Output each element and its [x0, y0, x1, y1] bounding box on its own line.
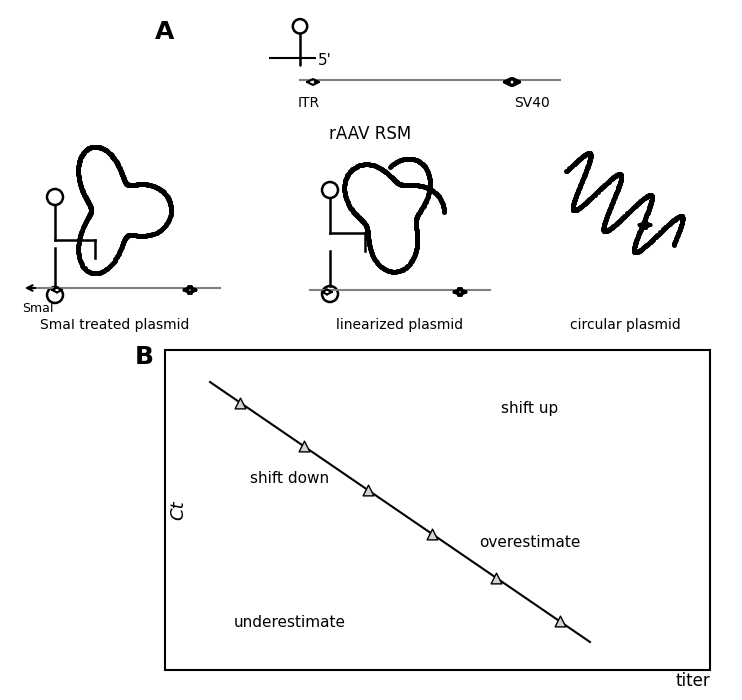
Text: shift up: shift up [502, 401, 559, 416]
FancyArrow shape [275, 500, 305, 610]
Point [554, 616, 566, 627]
Point [234, 397, 246, 408]
Text: ITR: ITR [298, 96, 320, 110]
Text: linearized plasmid: linearized plasmid [336, 318, 464, 332]
Point [362, 484, 374, 496]
Text: underestimate: underestimate [234, 615, 346, 630]
Text: SmaI treated plasmid: SmaI treated plasmid [40, 318, 190, 332]
Text: Ct: Ct [169, 500, 187, 520]
Text: rAAV RSM: rAAV RSM [329, 125, 411, 143]
Text: B: B [135, 345, 154, 369]
Point [298, 441, 310, 452]
Text: overestimate: overestimate [479, 535, 581, 550]
Text: A: A [155, 20, 174, 44]
Text: shift down: shift down [251, 471, 329, 486]
Text: titer: titer [675, 672, 710, 690]
FancyBboxPatch shape [165, 350, 710, 670]
Text: 5': 5' [318, 53, 332, 68]
Point [490, 572, 502, 583]
Text: circular plasmid: circular plasmid [570, 318, 680, 332]
FancyArrow shape [515, 425, 545, 525]
Text: SmaI: SmaI [22, 302, 53, 315]
Point [426, 528, 438, 540]
Text: SV40: SV40 [514, 96, 550, 110]
